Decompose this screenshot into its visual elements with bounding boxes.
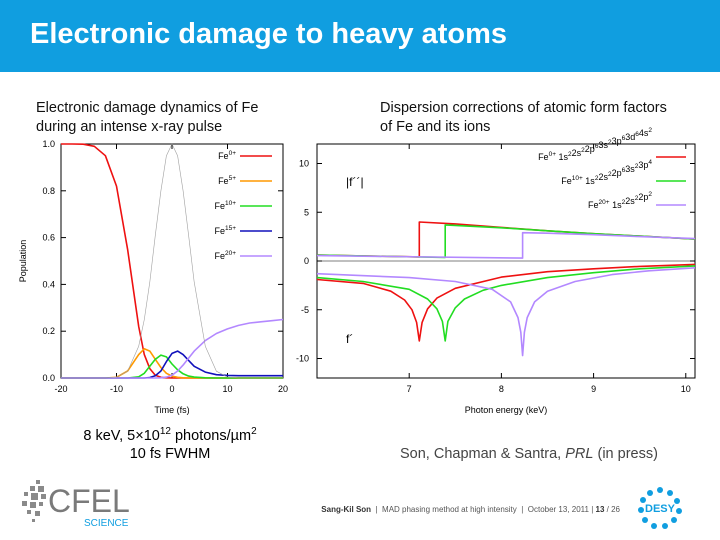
legend-label: Fe20+ [214,250,236,261]
x-tick-label: 10 [222,384,232,394]
y-tick-label: -5 [301,305,309,315]
legend-label: Fe0+ [218,150,236,161]
footer-talk: MAD phasing method at high intensity [382,505,517,514]
y-tick-label: 10 [299,159,309,169]
citation: Son, Chapman & Santra, PRL (in press) [400,446,658,462]
y-tick-label: 0.8 [42,186,55,196]
legend-label: Fe10+ [214,200,236,211]
x-tick-label: 10 [681,384,691,394]
legend-label: Fe0+ 1s22s22p63s23p63d64s2 [538,127,652,162]
slide-footer: Sang-Kil Son | MAD phasing method at hig… [321,505,620,514]
citation-journal: PRL [565,446,594,462]
beam-area-exponent: 2 [251,426,257,437]
y-axis-label: Population [18,240,28,283]
desy-circle-icon [638,487,682,529]
series-line-fe0-f- [316,221,696,258]
y-tick-label: -10 [296,354,309,364]
beam-parameters: 8 keV, 5×1012 photons/µm2 10 fs FWHM [70,423,270,463]
x-axis-label: Photon energy (keV) [465,405,548,415]
series-line-fe0-f- [316,263,696,342]
legend-label: Fe15+ [214,225,236,236]
legend-label: Fe10+ 1s22s22p63s23p4 [561,159,652,186]
y-tick-label: 0.0 [42,373,55,383]
slide-title: Electronic damage to heavy atoms [30,18,508,50]
x-tick-label: 0 [169,384,174,394]
cfel-logo-subtext: SCIENCE [84,518,129,529]
footer-date: October 13, 2011 [527,505,589,514]
pulse-envelope-line [61,143,283,379]
y-tick-label: 5 [304,207,309,217]
cfel-logo: CFEL SCIENCE [22,480,130,529]
x-axis-label: Time (fs) [154,405,189,415]
series-line-fe20-f- [316,231,696,259]
beam-intensity-exponent: 12 [159,426,171,437]
x-tick-label: -10 [110,384,123,394]
cfel-dots-icon [22,480,46,522]
beam-intensity: 8 keV, 5×1012 photons/µm2 [70,423,270,445]
legend-label: Fe20+ 1s22s22p2 [588,191,652,210]
series-line-fe10-f- [316,265,696,342]
series-line-fe20-f- [316,267,696,357]
annotation-imag-part: |f´´| [346,175,364,189]
left-chart-caption: Electronic damage dynamics of Fe during … [36,100,259,135]
beam-intensity-unit: photons/µm [170,427,252,444]
x-tick-label: 9 [591,384,596,394]
legend-label: Fe5+ [218,175,236,186]
x-tick-label: 7 [407,384,412,394]
footer-total: / 26 [606,505,620,514]
desy-logo-text: DESY [645,503,676,515]
x-tick-label: -20 [54,384,67,394]
beam-duration: 10 fs FWHM [129,445,211,462]
population-chart: 0.0 0.2 0.4 0.6 0.8 1.0 -20 -10 0 10 20 Time (fs) Po… [18,139,288,415]
y-tick-label: 0.4 [42,279,55,289]
population-plot-frame [60,143,284,379]
citation-status: (in press) [593,446,658,462]
dispersion-chart: -10 -5 0 5 10 7 8 9 10 Photon energy (keV) |f´´| f´… [296,127,696,415]
citation-authors: Son, Chapman & Santra, [400,446,566,462]
x-tick-label: 20 [278,384,288,394]
title-banner: Electronic damage to heavy atoms [0,0,720,72]
annotation-real-part: f´ [346,332,353,346]
series-line-fe10-f- [316,224,696,259]
beam-intensity-text: 8 keV, 5×10 [83,427,160,444]
y-tick-label: 0 [304,256,309,266]
y-tick-label: 0.2 [42,326,55,336]
series-line-fe-0plus [61,143,283,379]
footer-author: Sang-Kil Son [321,505,372,514]
y-tick-label: 1.0 [42,139,55,149]
x-tick-label: 8 [499,384,504,394]
desy-logo: DESY [638,487,682,529]
cfel-logo-text: CFEL [48,483,130,519]
right-chart-caption: Dispersion corrections of atomic form fa… [380,100,667,135]
y-tick-label: 0.6 [42,233,55,243]
series-line-fe-20plus [61,318,284,379]
footer-page: 13 [595,505,605,514]
